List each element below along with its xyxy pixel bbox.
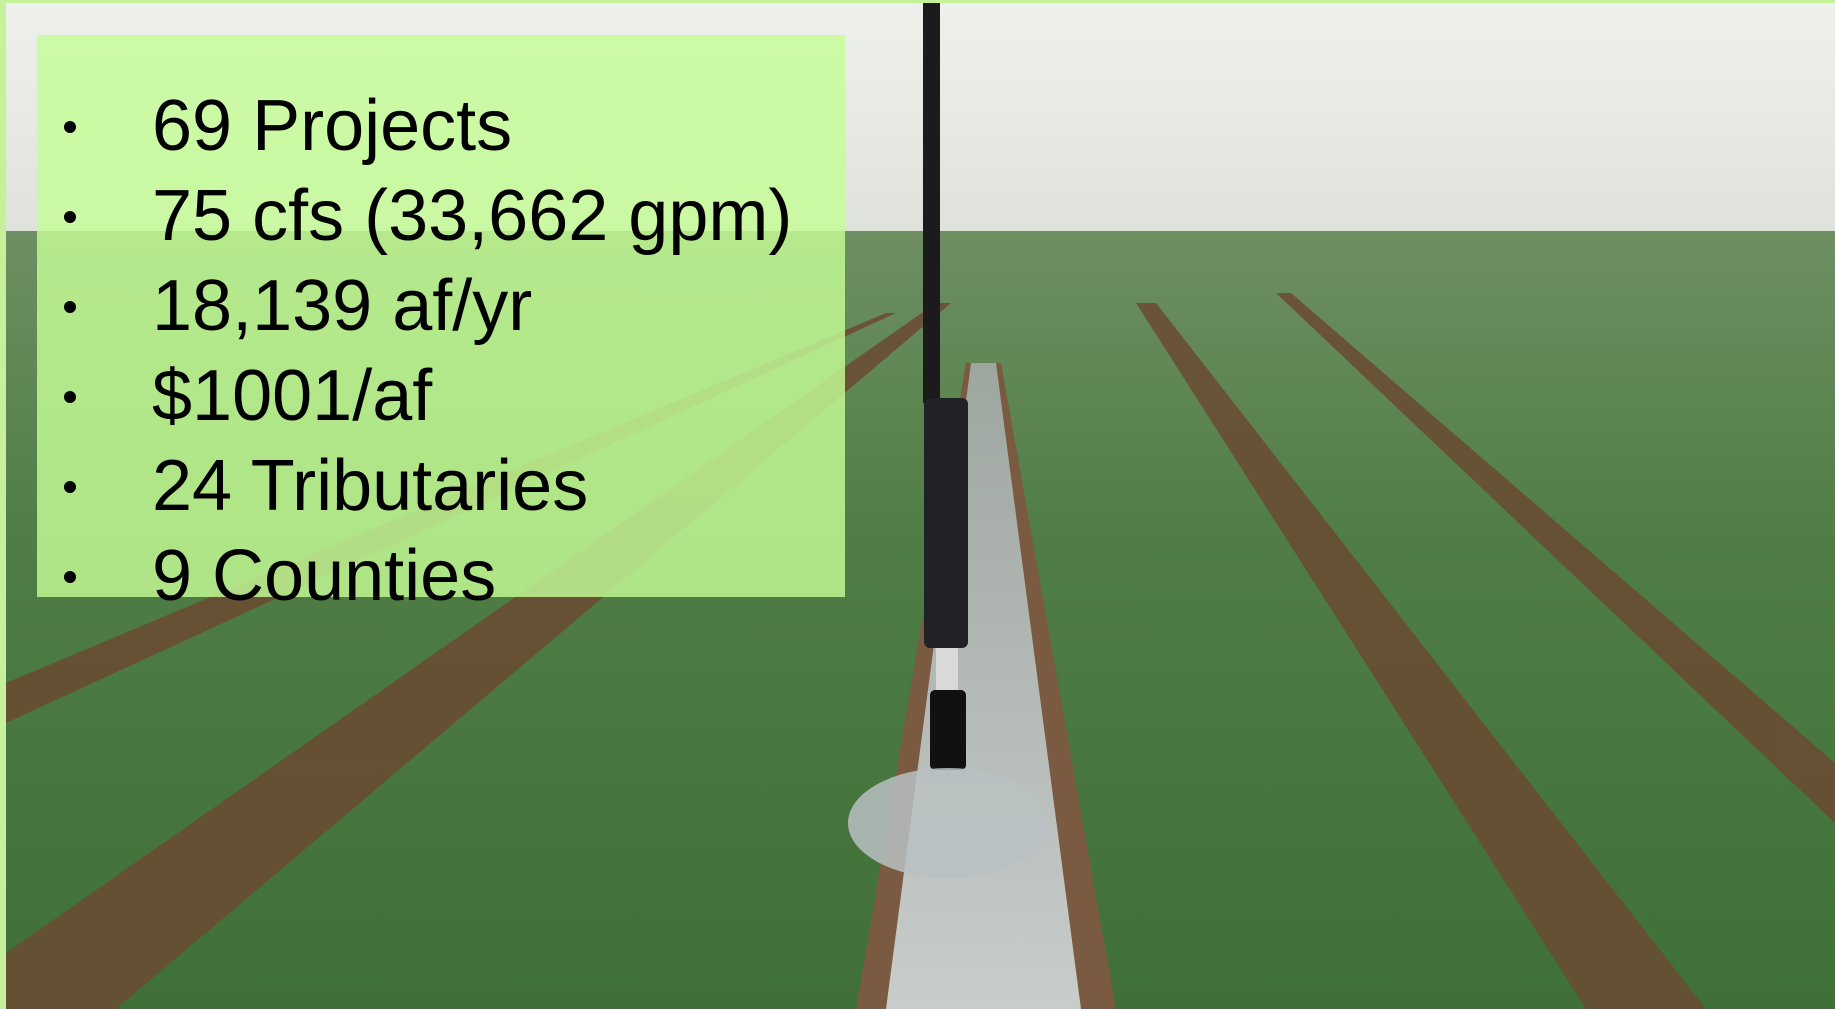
bullet-item: $1001/af bbox=[37, 351, 792, 441]
bullet-item: 24 Tributaries bbox=[37, 441, 792, 531]
bullet-list: 69 Projects 75 cfs (33,662 gpm) 18,139 af/… bbox=[37, 81, 792, 621]
bullet-item: 9 Counties bbox=[37, 531, 792, 621]
bullet-item: 18,139 af/yr bbox=[37, 261, 792, 351]
bullet-item: 69 Projects bbox=[37, 81, 792, 171]
text-panel: 69 Projects 75 cfs (33,662 gpm) 18,139 af/… bbox=[37, 35, 845, 616]
bullet-item: 75 cfs (33,662 gpm) bbox=[37, 171, 792, 261]
